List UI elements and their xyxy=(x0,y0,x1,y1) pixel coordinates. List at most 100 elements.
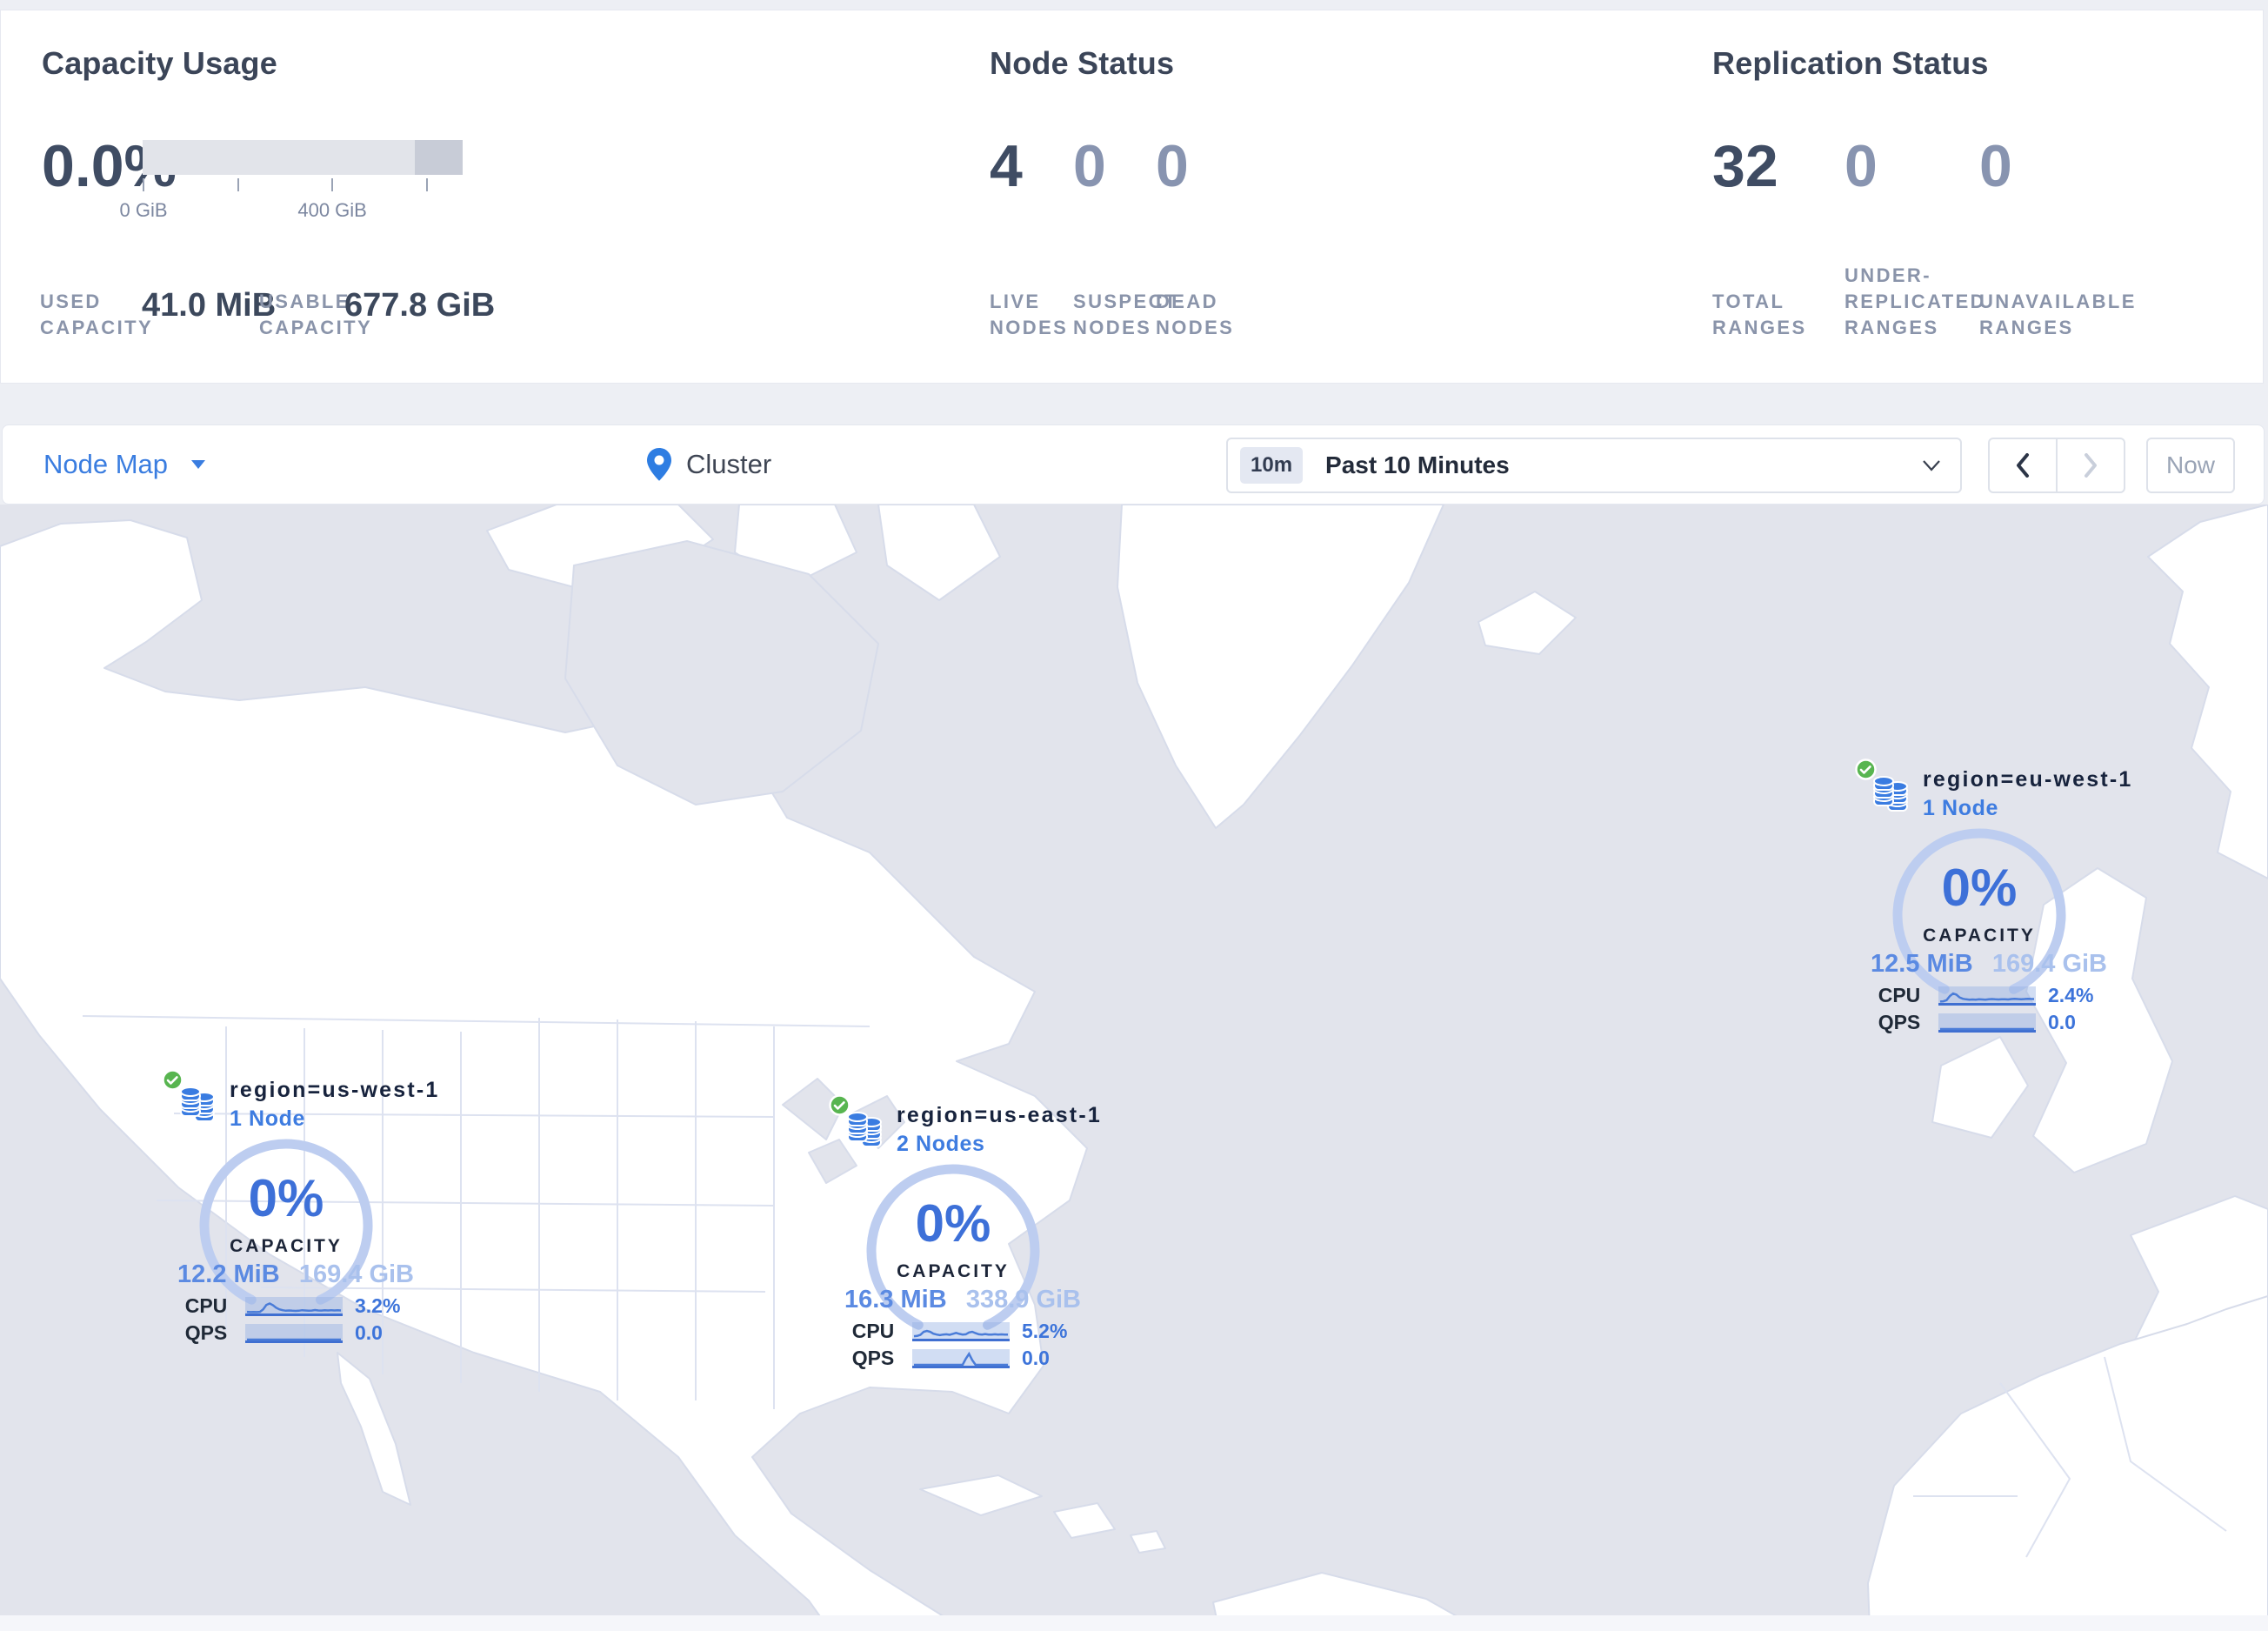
region-used-capacity: 16.3 MiB xyxy=(844,1286,947,1313)
axis-tick-label: 400 GiB xyxy=(297,199,367,221)
qps-value: 0.0 xyxy=(1022,1347,1050,1369)
map-toolbar: Node Map Cluster 10m Past 10 Minutes xyxy=(2,424,2265,505)
region-marker-us-west-1[interactable]: region=us-west-1 1 Node 0% CAPACITY 12.2… xyxy=(162,1069,437,1365)
cpu-sparkline xyxy=(912,1321,1010,1341)
cpu-value: 5.2% xyxy=(1022,1320,1068,1342)
caret-down-icon xyxy=(191,460,206,469)
gauge-arc xyxy=(1892,828,2066,1002)
node-status-title: Node Status xyxy=(990,45,1175,81)
axis-tick-label: 0 GiB xyxy=(119,199,168,221)
capacity-usage-title: Capacity Usage xyxy=(42,45,277,81)
qps-sparkline xyxy=(912,1348,1010,1368)
database-stack-icon xyxy=(180,1086,215,1122)
region-name: region=eu-west-1 xyxy=(1923,767,2133,792)
gauge-capacity-label: CAPACITY xyxy=(1923,926,2036,946)
dead-nodes-label: DEAD NODES xyxy=(1156,291,1235,338)
time-paging-control xyxy=(1988,438,2125,493)
cpu-sparkline xyxy=(1938,986,2036,1006)
region-node-count: 1 Node xyxy=(1923,796,1998,820)
region-name: region=us-west-1 xyxy=(230,1078,440,1102)
chevron-down-icon xyxy=(1923,460,1940,471)
region-name: region=us-east-1 xyxy=(897,1103,1102,1127)
under-replicated-ranges-label: UNDER-REPLICATED RANGES xyxy=(1844,264,1986,338)
live-nodes-count: 4 xyxy=(990,133,1023,199)
time-range-dropdown[interactable]: 10m Past 10 Minutes xyxy=(1226,438,1962,493)
time-back-button[interactable] xyxy=(1990,439,2056,491)
healthy-check-icon xyxy=(1855,759,1877,780)
replication-status-title: Replication Status xyxy=(1712,45,1989,81)
qps-label: QPS xyxy=(184,1321,228,1344)
healthy-check-icon xyxy=(162,1069,183,1091)
map-footer-strip xyxy=(0,1615,2268,1631)
region-node-count: 1 Node xyxy=(230,1106,305,1131)
gauge-arc xyxy=(199,1139,373,1313)
cluster-summary-panel: Capacity Usage 0.0% 0 GiB 400 GiB USED C… xyxy=(0,10,2264,384)
qps-sparkline xyxy=(245,1323,343,1343)
live-nodes-label: LIVE NODES xyxy=(990,291,1069,338)
axis-tick: 400 GiB xyxy=(297,178,367,221)
unavailable-ranges-label: UNAVAILABLE RANGES xyxy=(1979,291,2137,338)
axis-tick xyxy=(425,178,428,191)
suspect-nodes-count: 0 xyxy=(1073,133,1106,199)
gauge-arc xyxy=(866,1164,1040,1338)
suspect-nodes-label: SUSPECT NODES xyxy=(1073,291,1178,338)
usable-capacity-label: USABLE CAPACITY xyxy=(259,291,373,338)
time-range-badge: 10m xyxy=(1240,447,1304,484)
world-map xyxy=(0,505,2268,1631)
healthy-check-icon xyxy=(829,1094,850,1116)
capacity-gauge: 0% CAPACITY xyxy=(1892,828,2066,1002)
cpu-value: 2.4% xyxy=(2048,984,2094,1006)
gauge-percent: 0% xyxy=(248,1169,324,1227)
used-capacity-label: USED CAPACITY xyxy=(40,291,154,338)
capacity-bar-axis: 0 GiB 400 GiB xyxy=(119,178,463,231)
breadcrumb[interactable]: Cluster xyxy=(646,425,771,504)
map-pin-icon xyxy=(647,448,671,481)
view-selector-label: Node Map xyxy=(43,449,169,479)
qps-value: 0.0 xyxy=(355,1321,383,1344)
database-stack-icon xyxy=(1873,776,1908,812)
region-marker-us-east-1[interactable]: region=us-east-1 2 Nodes 0% CAPACITY 16.… xyxy=(829,1094,1100,1390)
time-forward-button[interactable] xyxy=(2056,439,2124,491)
capacity-gauge: 0% CAPACITY xyxy=(866,1164,1040,1338)
region-node-count: 2 Nodes xyxy=(897,1132,985,1156)
now-button-label: Now xyxy=(2165,451,2215,478)
unavailable-ranges-count: 0 xyxy=(1979,133,2012,199)
gauge-capacity-label: CAPACITY xyxy=(230,1236,343,1256)
capacity-bar-secondary-segment xyxy=(414,140,463,175)
time-range-label: Past 10 Minutes xyxy=(1325,451,1510,478)
qps-value: 0.0 xyxy=(2048,1011,2076,1033)
chevron-left-icon xyxy=(2017,453,2029,478)
capacity-bar xyxy=(143,140,463,175)
gauge-capacity-label: CAPACITY xyxy=(897,1261,1010,1281)
axis-tick xyxy=(237,178,239,191)
total-ranges-label: TOTAL RANGES xyxy=(1712,291,1807,338)
region-usable-capacity: 338.9 GiB xyxy=(965,1286,1081,1313)
cpu-label: CPU xyxy=(184,1294,228,1317)
dead-nodes-count: 0 xyxy=(1156,133,1189,199)
region-used-capacity: 12.2 MiB xyxy=(177,1260,280,1288)
region-marker-eu-west-1[interactable]: region=eu-west-1 1 Node 0% CAPACITY 12.5… xyxy=(1855,759,2131,1054)
capacity-gauge: 0% CAPACITY xyxy=(199,1139,373,1313)
cpu-sparkline xyxy=(245,1296,343,1316)
used-capacity-value: 41.0 MiB xyxy=(142,287,277,324)
cpu-label: CPU xyxy=(1878,984,1921,1006)
gauge-percent: 0% xyxy=(915,1194,991,1253)
chevron-right-icon xyxy=(2085,453,2097,478)
gauge-percent: 0% xyxy=(1941,859,2018,917)
total-ranges-count: 32 xyxy=(1712,133,1778,199)
qps-label: QPS xyxy=(1878,1011,1921,1033)
cpu-label: CPU xyxy=(851,1320,895,1342)
qps-label: QPS xyxy=(851,1347,895,1369)
region-used-capacity: 12.5 MiB xyxy=(1871,950,1973,978)
breadcrumb-label: Cluster xyxy=(686,449,772,479)
view-selector-dropdown[interactable]: Node Map xyxy=(43,425,206,504)
under-replicated-ranges-count: 0 xyxy=(1844,133,1878,199)
now-button[interactable]: Now xyxy=(2146,438,2235,493)
region-usable-capacity: 169.4 GiB xyxy=(298,1260,414,1288)
node-map: region=us-west-1 1 Node 0% CAPACITY 12.2… xyxy=(0,505,2268,1631)
cpu-value: 3.2% xyxy=(355,1294,401,1317)
region-usable-capacity: 169.4 GiB xyxy=(1991,950,2107,978)
database-stack-icon xyxy=(847,1112,882,1147)
usable-capacity-value: 677.8 GiB xyxy=(344,287,496,324)
axis-tick: 0 GiB xyxy=(119,178,168,221)
